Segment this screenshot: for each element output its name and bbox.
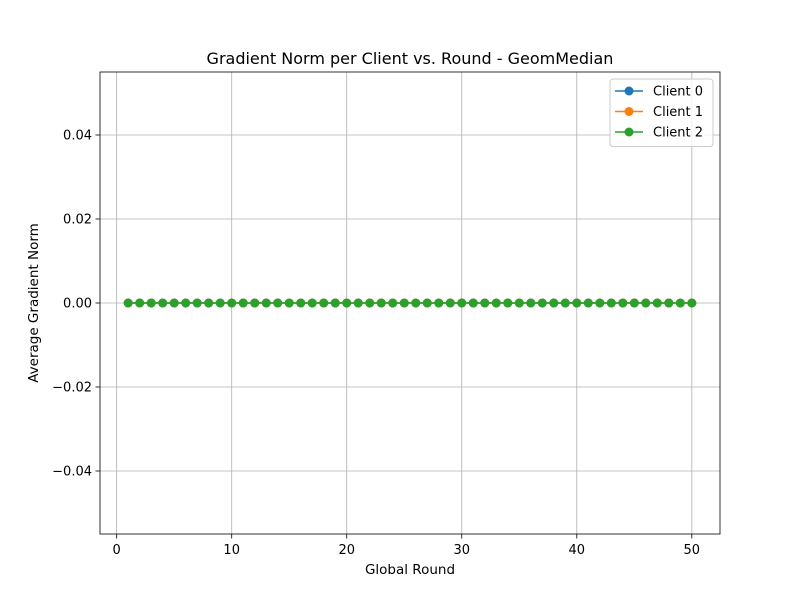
data-point <box>376 298 386 308</box>
y-axis-title: Average Gradient Norm <box>26 223 42 383</box>
data-point <box>261 298 271 308</box>
x-tick-label: 0 <box>113 543 121 558</box>
x-tick-label: 20 <box>338 543 355 558</box>
data-point <box>146 298 156 308</box>
data-point <box>480 298 490 308</box>
data-point <box>618 298 628 308</box>
data-point <box>227 298 237 308</box>
data-point <box>652 298 662 308</box>
legend-marker <box>624 107 634 116</box>
data-point <box>399 298 409 308</box>
legend-label: Client 0 <box>653 85 703 100</box>
data-point <box>503 298 513 308</box>
data-point <box>664 298 674 308</box>
x-tick-label: 10 <box>223 543 240 558</box>
legend-marker <box>624 127 634 137</box>
data-point <box>181 298 191 308</box>
data-point <box>284 298 294 308</box>
y-tick-label: −0.04 <box>52 465 92 480</box>
data-point <box>192 298 202 308</box>
x-tick-label: 50 <box>684 543 701 558</box>
data-point <box>250 298 260 308</box>
x-tick-label: 30 <box>453 543 470 558</box>
data-point <box>549 298 559 308</box>
y-tick-label: 0.00 <box>63 297 92 312</box>
data-point <box>434 298 444 308</box>
data-point <box>238 298 248 308</box>
x-tick-label: 40 <box>569 543 586 558</box>
legend-entry: Client 1 <box>615 105 703 120</box>
data-point <box>135 298 145 308</box>
legend-entry: Client 2 <box>615 126 703 141</box>
ticks: 0 10 20 30 40 50 −0.04 −0.02 0.00 0.02 0.04 <box>52 129 700 559</box>
data-point <box>296 298 306 308</box>
data-point <box>572 298 582 308</box>
legend-marker <box>624 86 634 96</box>
data-point <box>342 298 352 308</box>
data-point <box>675 298 685 308</box>
data-point <box>606 298 616 308</box>
data-point <box>273 298 283 308</box>
data-point <box>457 298 467 308</box>
data-point <box>123 298 133 308</box>
chart-title: Gradient Norm per Client vs. Round - Geo… <box>207 49 614 68</box>
data-point <box>687 298 697 308</box>
data-point <box>158 298 168 308</box>
data-point <box>422 298 432 308</box>
data-point <box>353 298 363 308</box>
legend: Client 0 Client 1 Client 2 <box>609 78 714 147</box>
data-point <box>215 298 225 308</box>
data-point <box>169 298 179 308</box>
data-point <box>411 298 421 308</box>
data-point <box>204 298 214 308</box>
data-point <box>641 298 651 308</box>
legend-entry: Client 0 <box>615 85 703 100</box>
x-axis-title: Global Round <box>365 562 455 578</box>
series-client-2 <box>123 298 697 308</box>
data-point <box>595 298 605 308</box>
data-point <box>468 298 478 308</box>
data-point <box>330 298 340 308</box>
series-layer <box>123 298 697 308</box>
data-point <box>514 298 524 308</box>
data-point <box>629 298 639 308</box>
y-tick-label: 0.02 <box>63 213 92 228</box>
y-tick-label: −0.02 <box>52 381 92 396</box>
legend-label: Client 1 <box>653 105 703 120</box>
data-point <box>560 298 570 308</box>
data-point <box>583 298 593 308</box>
data-point <box>526 298 536 308</box>
data-point <box>319 298 329 308</box>
legend-box <box>609 78 714 147</box>
data-point <box>365 298 375 308</box>
data-point <box>491 298 501 308</box>
y-tick-label: 0.04 <box>63 129 92 144</box>
data-point <box>445 298 455 308</box>
data-point <box>388 298 398 308</box>
data-point <box>537 298 547 308</box>
legend-label: Client 2 <box>653 126 703 141</box>
data-point <box>307 298 317 308</box>
